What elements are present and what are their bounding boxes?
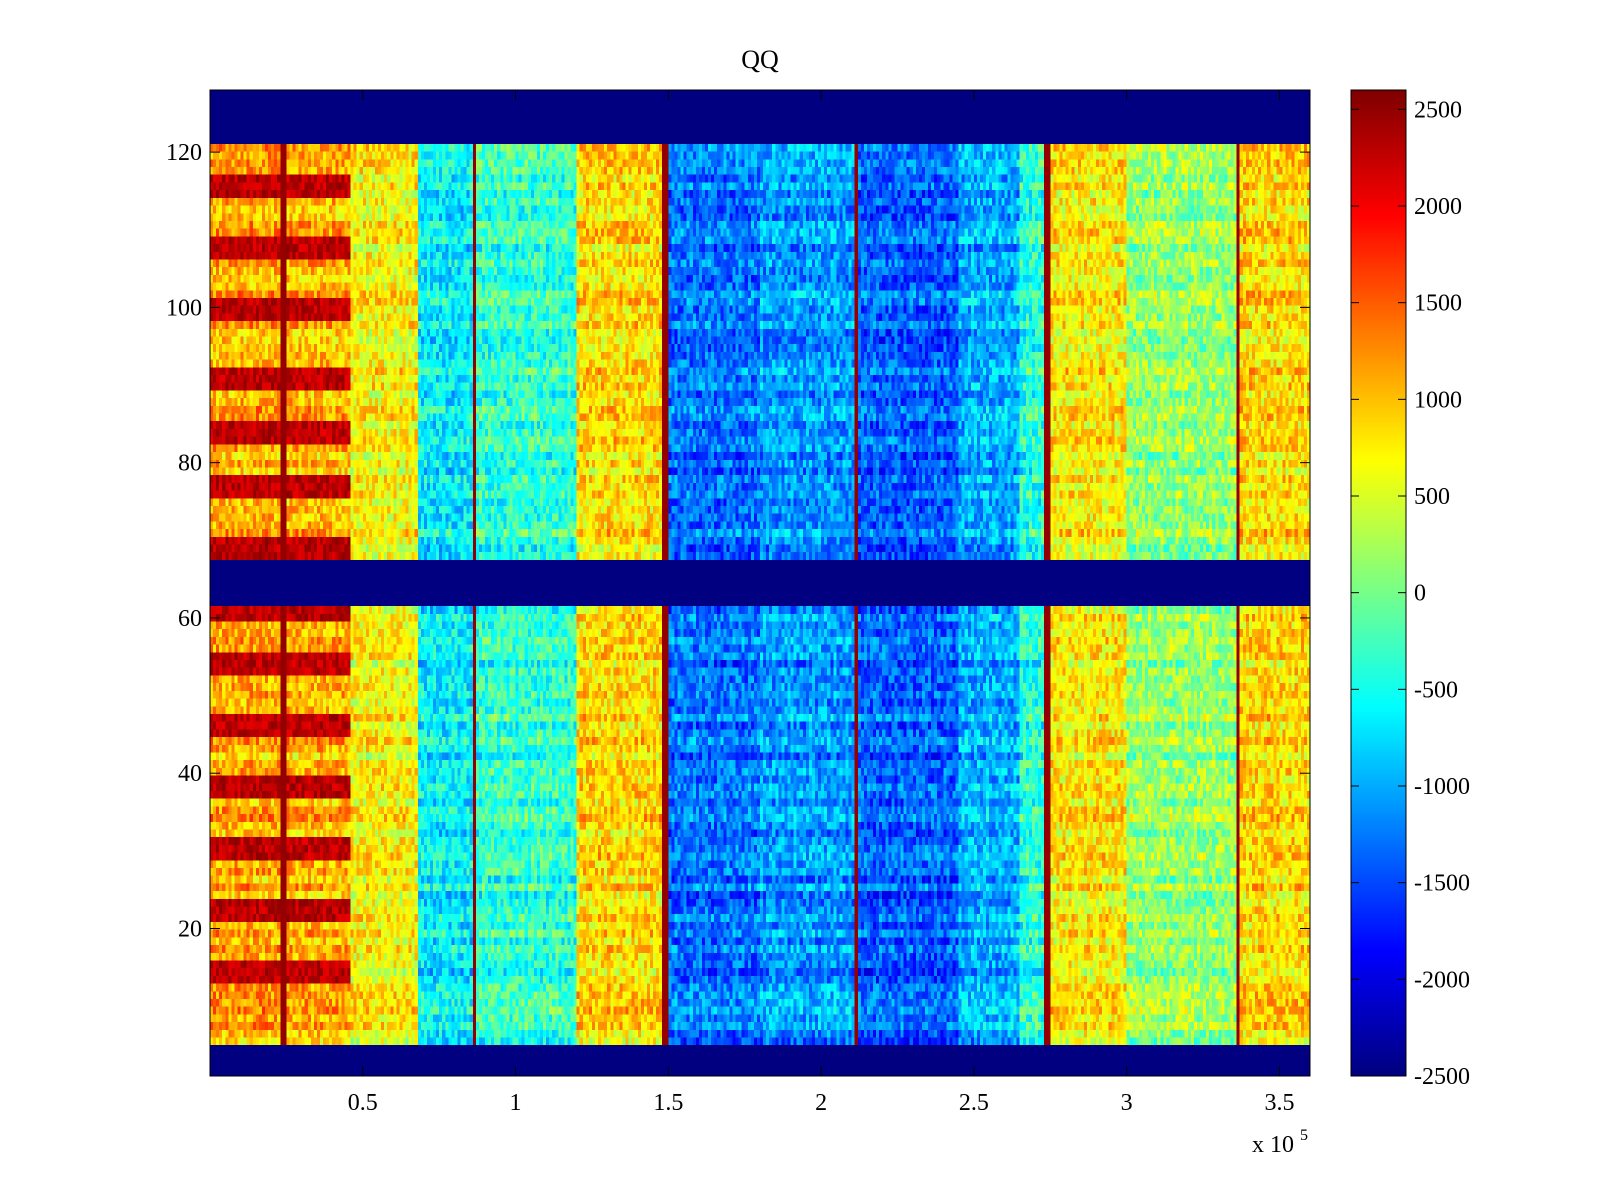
y-tick-label: 20: [178, 916, 202, 942]
x-multiplier-exponent: 5: [1300, 1127, 1308, 1144]
colorbar-ticks: 2500 2000 1500 1000 500 0 -500 -1000 -1500 -2000 -…: [1351, 97, 1470, 1090]
colorbar-tick-label: 2000: [1414, 194, 1462, 220]
x-tick-label: 2: [815, 1090, 827, 1116]
colorbar-tick-label: -2500: [1414, 1064, 1470, 1090]
y-axis-ticks: 20 40 60 80 100 120: [166, 140, 1310, 942]
y-tick-label: 80: [178, 451, 202, 477]
plot-frame: [209, 89, 1311, 1077]
colorbar-gradient: [1351, 90, 1406, 1076]
y-tick-label: 60: [178, 606, 202, 632]
x-axis-ticks: 0.5 1 1.5 2 2.5 3 3.5: [348, 90, 1294, 1116]
x-tick-label: 3.5: [1264, 1090, 1294, 1116]
colorbar-tick-label: -2000: [1414, 967, 1470, 993]
colorbar-tick-label: 500: [1414, 484, 1450, 510]
x-tick-label: 0.5: [348, 1090, 378, 1116]
x-axis-multiplier: x 10 5: [1252, 1127, 1308, 1158]
y-tick-label: 120: [166, 140, 202, 166]
x-tick-label: 3: [1121, 1090, 1133, 1116]
colorbar-tick-label: 0: [1414, 581, 1426, 607]
x-tick-label: 2.5: [959, 1090, 989, 1116]
heatmap-image: [210, 90, 1310, 1076]
colorbar-tick-label: -1000: [1414, 774, 1470, 800]
y-tick-label: 100: [166, 295, 202, 321]
x-tick-label: 1.5: [653, 1090, 683, 1116]
colorbar-tick-label: -1500: [1414, 871, 1470, 897]
colorbar-tick-label: 2500: [1414, 97, 1462, 123]
y-tick-label: 40: [178, 761, 202, 787]
colorbar-tick-label: 1000: [1414, 387, 1462, 413]
chart-title: QQ: [741, 45, 779, 74]
x-tick-label: 1: [510, 1090, 522, 1116]
colorbar-frame: [1350, 89, 1407, 1077]
colorbar-tick-label: -500: [1414, 677, 1458, 703]
x-multiplier-base: x 10: [1252, 1132, 1294, 1158]
colorbar-tick-label: 1500: [1414, 291, 1462, 317]
